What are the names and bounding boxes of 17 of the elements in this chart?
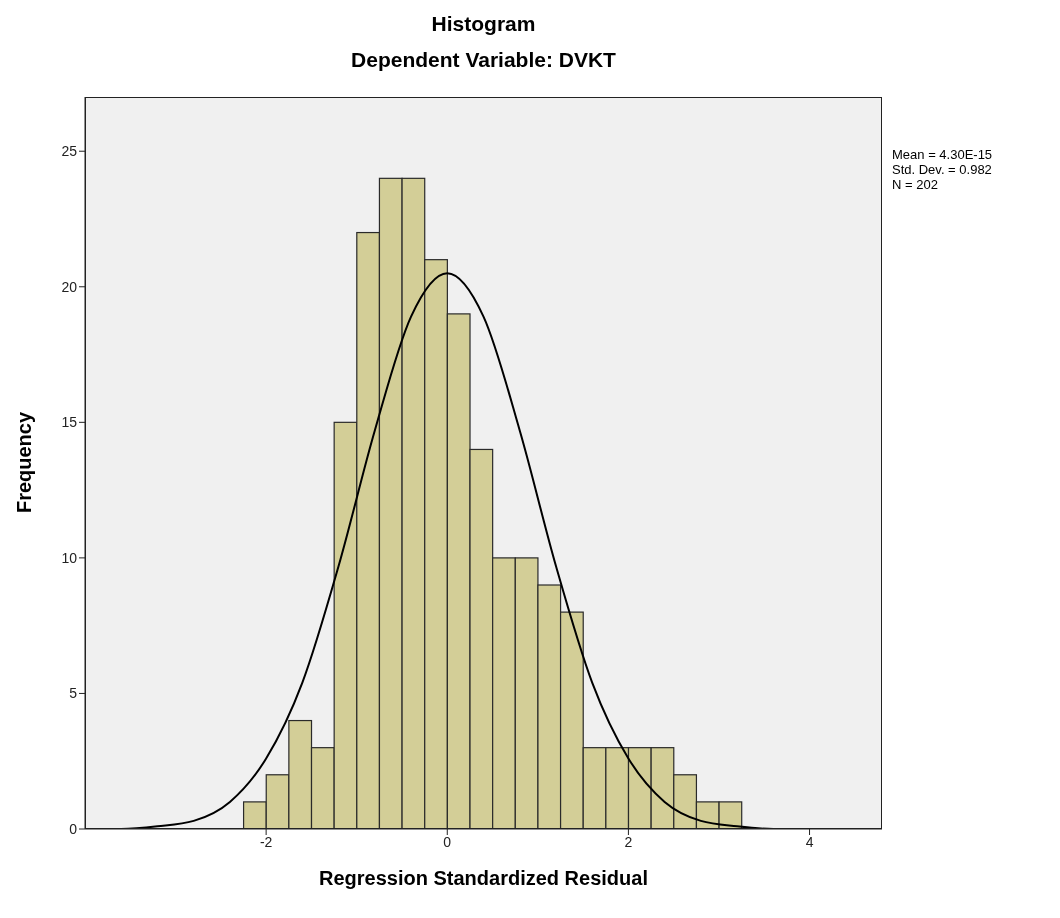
y-tick-label: 10 xyxy=(61,549,78,566)
x-axis-title: Regression Standardized Residual xyxy=(318,867,649,890)
text: Mean = 4.30E-15 xyxy=(892,147,993,162)
x-tick-label: 2 xyxy=(624,833,633,850)
y-tick-label: 0 xyxy=(69,820,78,837)
text: N = 202 xyxy=(892,177,939,192)
y-tick-label: 15 xyxy=(61,414,78,431)
y-tick-label: 25 xyxy=(61,143,78,160)
chart-subtitle: Dependent Variable: DVKT xyxy=(350,48,617,72)
y-tick-label: 20 xyxy=(61,278,78,295)
chart-title: Histogram xyxy=(430,12,537,36)
y-axis-title: Frequency xyxy=(12,410,36,516)
x-tick-label: 0 xyxy=(443,833,452,850)
x-tick-label: -2 xyxy=(259,833,273,850)
text: Std. Dev. = 0.982 xyxy=(892,162,993,177)
x-tick-label: 4 xyxy=(805,833,814,850)
y-tick-label: 5 xyxy=(69,685,78,702)
